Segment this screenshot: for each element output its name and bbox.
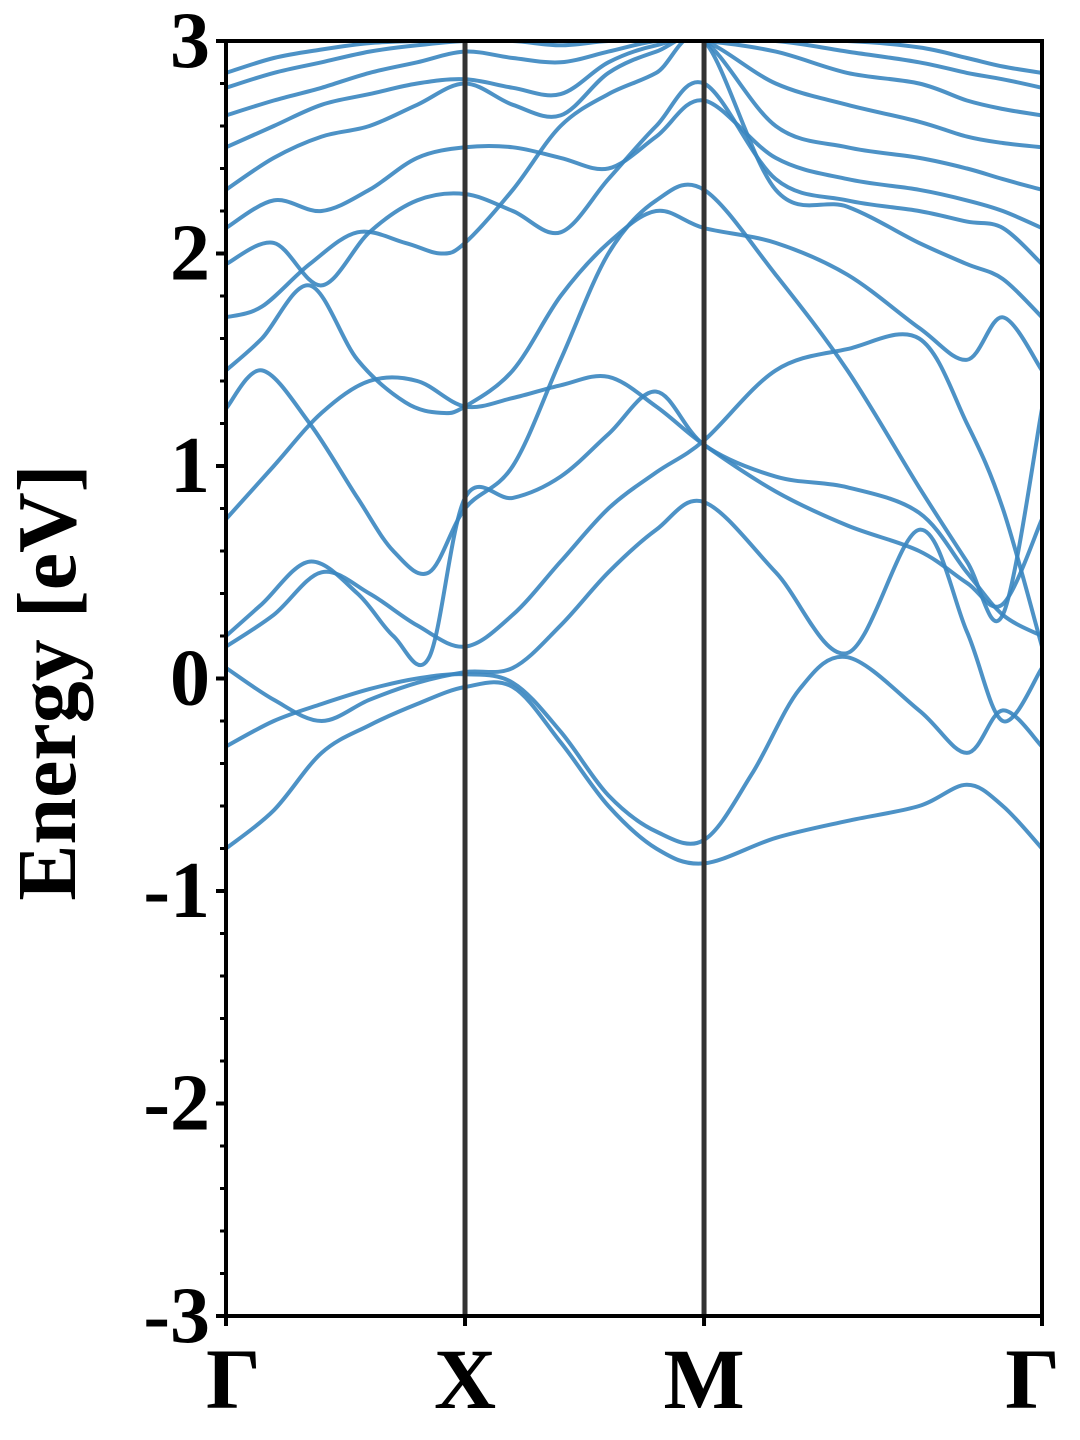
band-line-9	[226, 41, 1042, 320]
band-line-14	[226, 41, 1042, 118]
y-tick-label: -3	[143, 1272, 210, 1360]
band-line-11	[226, 98, 1042, 230]
y-axis-title: Energy [eV]	[1, 464, 94, 900]
band-line-1	[226, 680, 1042, 866]
high-symmetry-dividers	[462, 41, 707, 1316]
band-line-3	[226, 498, 1042, 724]
x-tick-label: Γ	[206, 1331, 261, 1427]
band-line-2	[226, 654, 1042, 846]
band-line-13	[226, 41, 1042, 150]
band-line-7	[226, 182, 1042, 624]
x-tick-label: M	[663, 1331, 744, 1427]
band-lines	[226, 41, 1042, 866]
x-tick-label: X	[434, 1331, 496, 1427]
band-line-16	[226, 41, 1042, 75]
y-axis: -3 -2 -1 0 1 2 3	[143, 0, 226, 1360]
band-line-8	[226, 208, 1042, 416]
y-tick-label: 0	[170, 635, 210, 723]
y-tick-label: 1	[170, 422, 210, 510]
y-tick-label: 3	[170, 0, 210, 85]
band-line-10	[226, 80, 1042, 288]
x-tick-label: Γ	[1005, 1331, 1060, 1427]
band-line-5	[226, 389, 1042, 668]
band-line-12	[226, 41, 1042, 192]
band-line-15	[226, 41, 1042, 90]
y-tick-label: -2	[143, 1060, 210, 1148]
plot-frame	[224, 39, 1044, 1318]
y-tick-label: -1	[143, 847, 210, 935]
band-line-6	[226, 373, 1042, 609]
band-line-4	[226, 332, 1042, 649]
y-tick-label: 2	[170, 210, 210, 298]
